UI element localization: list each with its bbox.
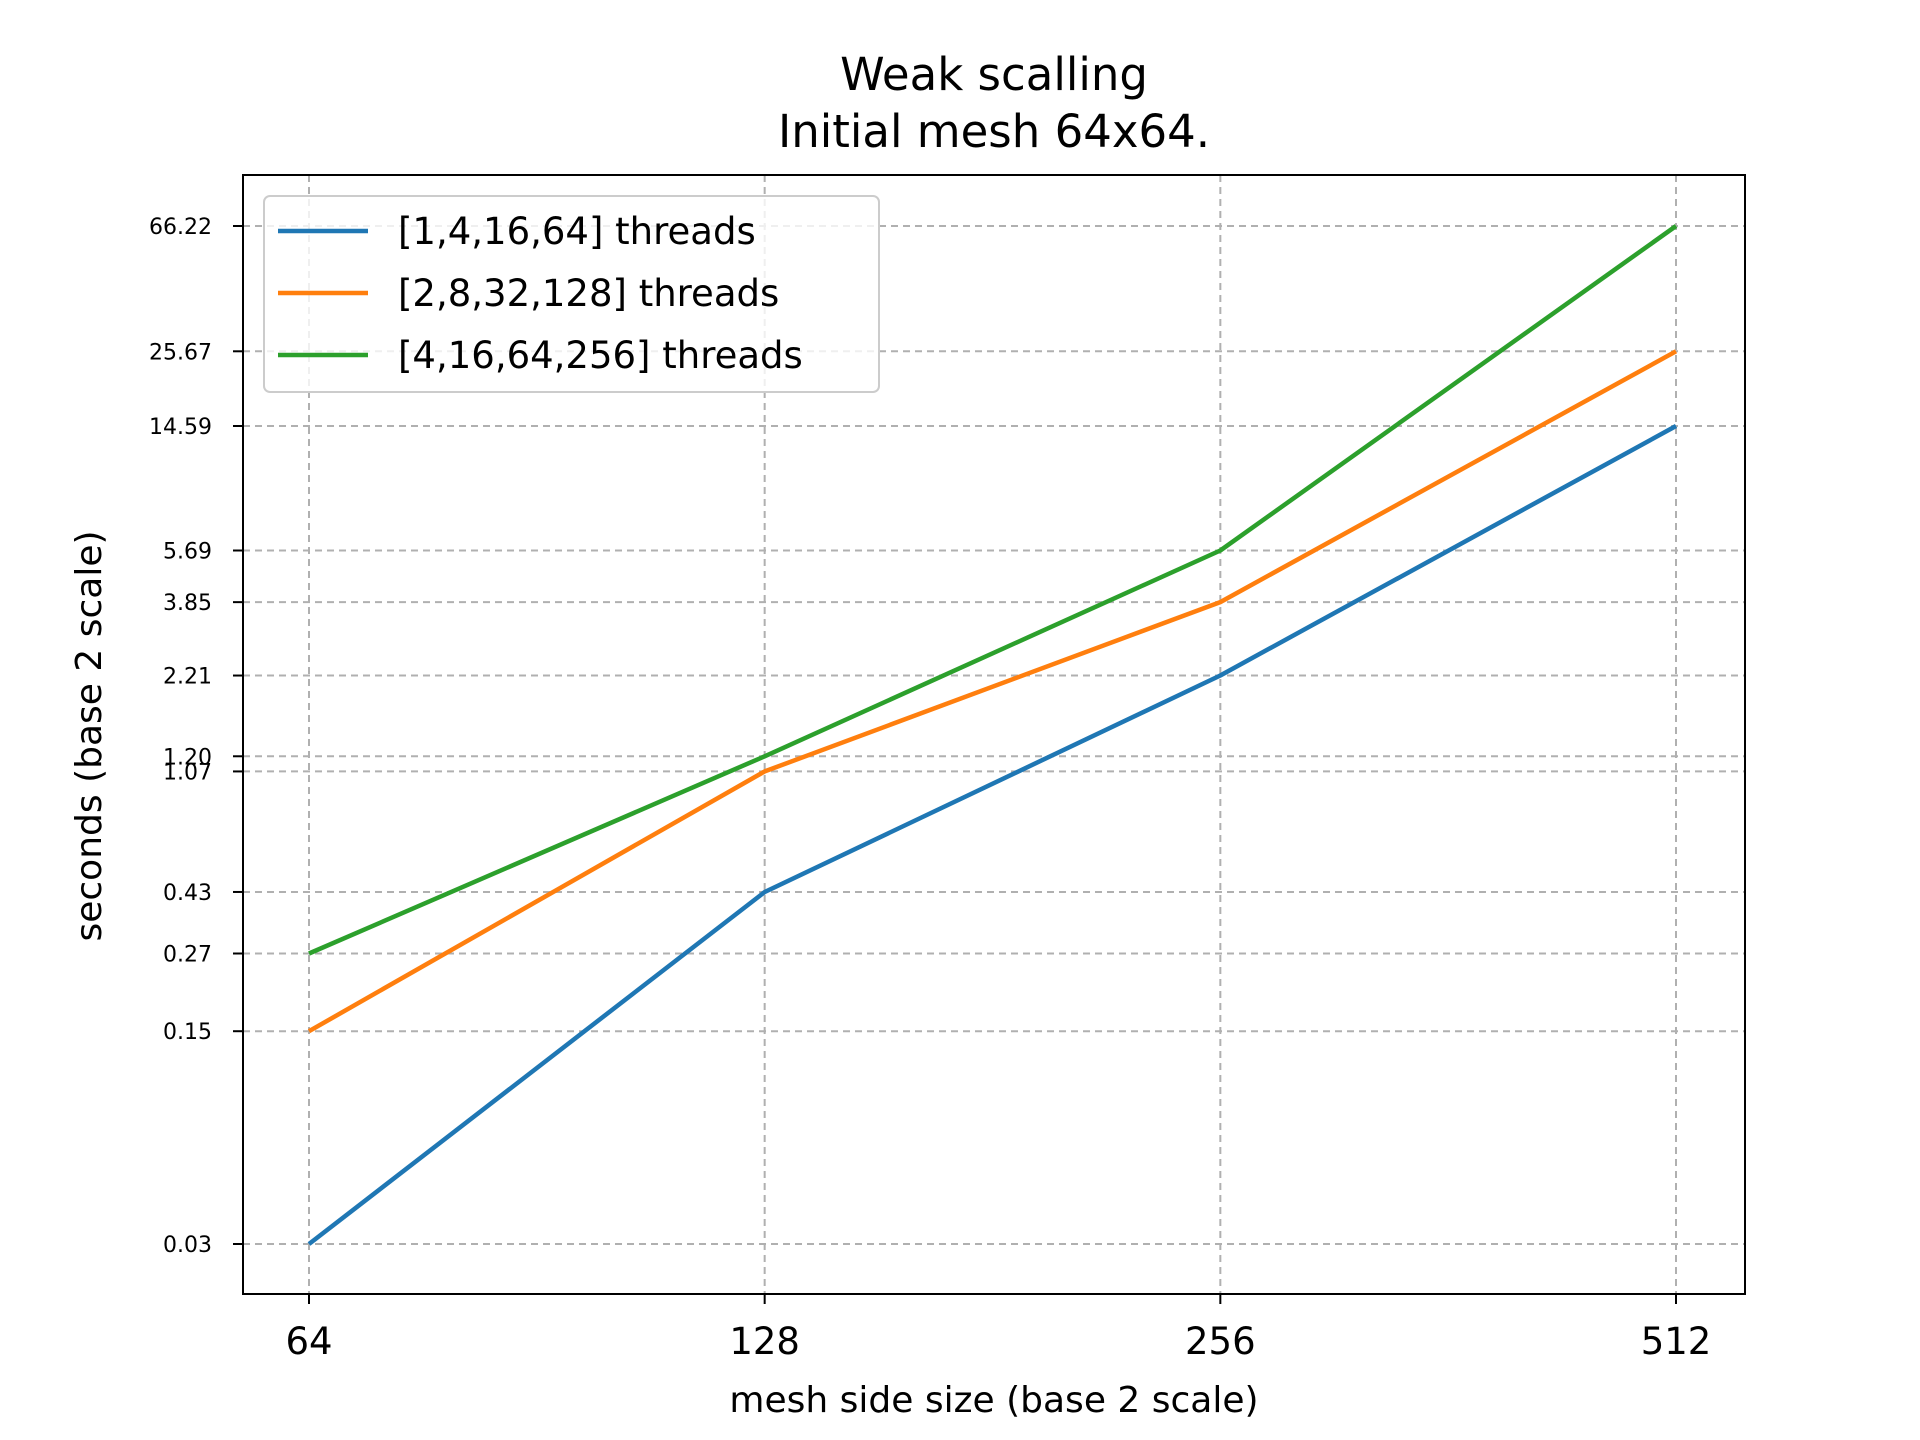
- y-tick-label: 2.21: [163, 665, 212, 690]
- x-tick-label: 512: [1641, 1320, 1712, 1363]
- legend-box: [263, 195, 880, 393]
- y-tick-label: 5.69: [163, 539, 212, 564]
- y-tick-label: 0.43: [163, 881, 212, 906]
- y-axis-label: seconds (base 2 scale): [69, 530, 110, 941]
- y-tick-label: 66.22: [149, 215, 212, 240]
- y-tick-label: 3.85: [163, 591, 212, 616]
- chart-title-line2: Initial mesh 64x64.: [778, 105, 1210, 158]
- y-tick-label: 0.03: [163, 1233, 212, 1258]
- series-line-2: [307, 349, 1678, 1034]
- series-line-1: [307, 424, 1678, 1246]
- y-tick-label: 0.15: [163, 1020, 212, 1045]
- legend-label-3: [4,16,64,256] threads: [398, 334, 803, 377]
- x-tick-label: 64: [285, 1320, 332, 1363]
- x-tick-label: 128: [729, 1320, 800, 1363]
- x-axis-label: mesh side size (base 2 scale): [729, 1380, 1258, 1421]
- legend-label-2: [2,8,32,128] threads: [398, 272, 779, 315]
- y-tick-label: 25.67: [149, 340, 212, 365]
- y-tick-label: 0.27: [163, 942, 212, 967]
- grid: [243, 175, 1745, 1294]
- plot-area-frame: [242, 174, 1746, 1295]
- legend-label-1: [1,4,16,64] threads: [398, 210, 756, 253]
- y-tick-label: 14.59: [149, 415, 212, 440]
- axis-ticks: 64 128 256 512 0.03 0.15 0.27 0.43 1.071.20 2.21 3…: [149, 215, 1711, 1363]
- series-lines: [307, 224, 1678, 1246]
- series-line-3: [308, 224, 1678, 956]
- x-tick-label: 256: [1185, 1320, 1256, 1363]
- y-tick-label: 1.20: [163, 745, 212, 770]
- y-tick-label: 1.07: [163, 760, 212, 785]
- legend: [1,4,16,64] threads [2,8,32,128] threads […: [263, 195, 880, 393]
- chart-title-line1: Weak scalling: [840, 48, 1148, 101]
